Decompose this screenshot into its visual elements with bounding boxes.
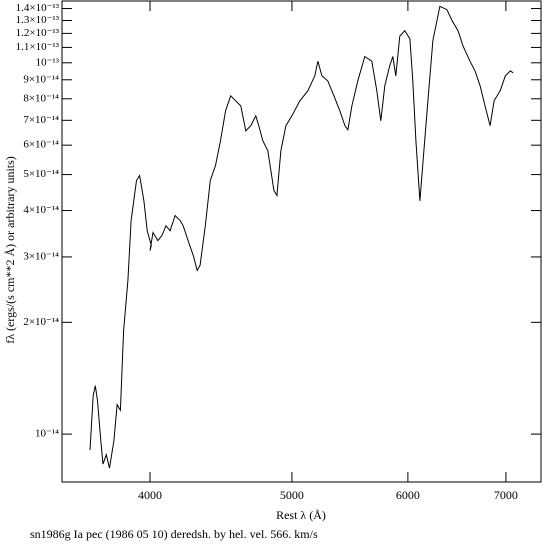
x-tick-label: 5000: [280, 488, 304, 502]
chart-title: sn1986g Ia pec (1986 05 10) deredsh. by …: [30, 527, 318, 541]
y-tick-label: 9×10⁻¹⁴: [23, 73, 59, 85]
y-tick-label: 1.2×10⁻¹³: [16, 27, 60, 39]
x-axis-label: Rest λ (Å): [276, 508, 326, 522]
spectrum-line: [89, 5, 514, 469]
y-tick-label: 1.1×10⁻¹³: [16, 41, 60, 53]
x-tick-label: 6000: [396, 488, 420, 502]
y-tick-label: 2×10⁻¹⁴: [23, 316, 59, 328]
y-tick-label: 1.3×10⁻¹³: [16, 14, 60, 26]
y-tick-label: 7×10⁻¹⁴: [23, 114, 59, 126]
y-tick-label: 4×10⁻¹⁴: [23, 204, 59, 216]
y-tick-label: 6×10⁻¹⁴: [23, 139, 59, 151]
y-tick-label: 8×10⁻¹⁴: [23, 92, 59, 104]
plot-frame: [61, 0, 542, 483]
y-tick-label: 10⁻¹⁴: [35, 428, 59, 440]
x-tick-label: 7000: [494, 488, 518, 502]
x-tick-label: 4000: [138, 488, 162, 502]
y-tick-label: 5×10⁻¹⁴: [23, 168, 59, 180]
y-tick-label: 3×10⁻¹⁴: [23, 250, 59, 262]
y-tick-label: 10⁻¹³: [36, 56, 60, 68]
y-tick-label: 1.4×10⁻¹³: [16, 2, 60, 14]
y-axis-label: fλ (ergs/(s cm**2 Å) or arbitrary units): [3, 156, 17, 344]
